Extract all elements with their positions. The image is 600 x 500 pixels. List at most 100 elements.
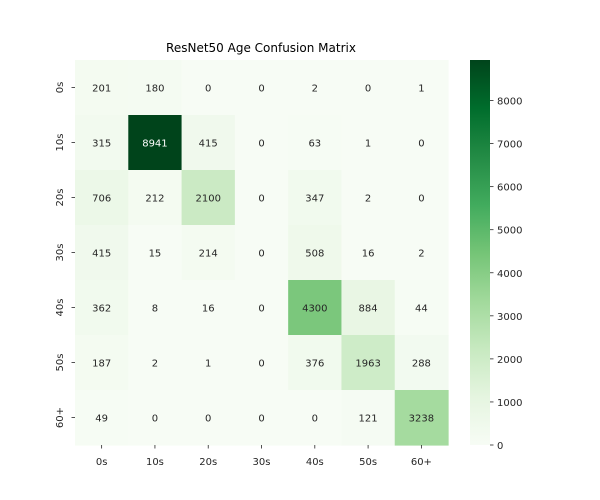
heatmap-cell	[75, 390, 129, 446]
cell-value-label: 2100	[195, 194, 220, 205]
colorbar-tick-label: 4000	[497, 269, 522, 280]
heatmap-cell	[234, 390, 289, 446]
heatmap-cell	[394, 170, 449, 226]
heatmap-cell	[75, 60, 129, 116]
heatmap-cell	[128, 225, 183, 281]
cell-value-label: 706	[92, 194, 111, 205]
colorbar-tick-label: 5000	[497, 226, 522, 237]
heatmap-cell	[181, 115, 236, 171]
cell-value-label: 1	[365, 139, 371, 150]
cell-value-label: 8941	[142, 139, 167, 150]
cell-value-label: 15	[149, 249, 162, 260]
heatmap-cell	[288, 390, 343, 446]
cell-value-label: 415	[92, 249, 111, 260]
heatmap-cell	[75, 335, 129, 391]
heatmap-cell	[341, 170, 396, 226]
cell-value-label: 1963	[355, 359, 380, 370]
colorbar-tick-label: 0	[497, 441, 503, 452]
cell-value-label: 16	[362, 249, 375, 260]
x-axis: 0s 10s 20s 30s 40s 50s 60+	[96, 445, 432, 468]
colorbar-gradient	[470, 60, 490, 445]
heatmap-cell	[288, 60, 343, 116]
heatmap-cell	[234, 115, 289, 171]
heatmap-cell	[394, 225, 449, 281]
heatmap-cell	[234, 225, 289, 281]
y-tick-label: 20s	[55, 189, 66, 207]
heatmap-cell	[181, 390, 236, 446]
heatmap-cell	[75, 280, 129, 336]
cell-value-label: 0	[312, 414, 318, 425]
cell-value-label: 180	[145, 84, 164, 95]
cell-value-label: 4300	[302, 304, 327, 315]
heatmap-cell	[75, 225, 129, 281]
heatmap-cell	[234, 170, 289, 226]
heatmap-cell	[341, 60, 396, 116]
cell-value-label: 63	[308, 139, 321, 150]
cell-value-label: 187	[92, 359, 111, 370]
chart-title: ResNet50 Age Confusion Matrix	[166, 41, 356, 55]
cell-value-label: 121	[359, 414, 378, 425]
heatmap-cell	[128, 390, 183, 446]
y-tick-label: 10s	[55, 134, 66, 152]
heatmap-cell	[75, 170, 129, 226]
heatmap-cell	[288, 115, 343, 171]
cell-value-label: 0	[205, 84, 211, 95]
cell-value-label: 0	[258, 414, 264, 425]
heatmap-cell	[181, 60, 236, 116]
cell-value-label: 315	[92, 139, 111, 150]
y-tick-label: 30s	[55, 244, 66, 262]
heatmap-cell	[288, 170, 343, 226]
cell-value-label: 0	[365, 84, 371, 95]
heatmap-cell	[341, 390, 396, 446]
y-tick-label: 50s	[55, 354, 66, 372]
x-tick-label: 60+	[411, 457, 432, 468]
heatmap-cell	[181, 225, 236, 281]
y-tick-label: 0s	[55, 82, 66, 94]
cell-value-label: 2	[365, 194, 371, 205]
cell-value-label: 3238	[409, 414, 434, 425]
cell-value-label: 1	[205, 359, 211, 370]
colorbar-tick-label: 8000	[497, 97, 522, 108]
cell-value-label: 347	[305, 194, 324, 205]
heatmap-cell	[75, 115, 129, 171]
heatmap-cell	[394, 280, 449, 336]
cell-value-label: 376	[305, 359, 324, 370]
cell-value-label: 201	[92, 84, 111, 95]
cell-value-label: 0	[258, 249, 264, 260]
cell-value-label: 0	[152, 414, 158, 425]
cell-value-label: 8	[152, 304, 158, 315]
colorbar-tick-label: 7000	[497, 140, 522, 151]
cell-value-label: 0	[258, 194, 264, 205]
heatmap-cell	[234, 280, 289, 336]
cell-value-label: 0	[258, 84, 264, 95]
colorbar-tick-label: 1000	[497, 398, 522, 409]
cell-value-label: 0	[258, 139, 264, 150]
y-tick-label: 60+	[55, 407, 66, 428]
heatmap-cell	[288, 225, 343, 281]
heatmap-cell	[394, 390, 449, 446]
heatmap-cell	[128, 60, 183, 116]
cell-value-label: 508	[305, 249, 324, 260]
heatmap-cell	[341, 335, 396, 391]
cell-value-label: 415	[199, 139, 218, 150]
cell-value-label: 362	[92, 304, 111, 315]
heatmap-cell	[234, 335, 289, 391]
cell-value-label: 288	[412, 359, 431, 370]
cell-value-label: 0	[258, 304, 264, 315]
cell-value-label: 16	[202, 304, 215, 315]
colorbar-tick-label: 3000	[497, 312, 522, 323]
colorbar-tick-label: 2000	[497, 355, 522, 366]
heatmap-cell	[341, 225, 396, 281]
heatmap-cell	[288, 335, 343, 391]
colorbar-tick-label: 6000	[497, 183, 522, 194]
y-tick-label: 40s	[55, 299, 66, 317]
colorbar: 0 1000 2000 3000 4000 5000 6000 7000 8000	[470, 60, 522, 452]
cell-value-label: 0	[418, 194, 424, 205]
cell-value-label: 49	[95, 414, 108, 425]
cell-value-label: 2	[312, 84, 318, 95]
heatmap-cell	[181, 280, 236, 336]
y-axis: 0s 10s 20s 30s 40s 50s 60+	[55, 82, 75, 428]
cell-value-label: 2	[152, 359, 158, 370]
